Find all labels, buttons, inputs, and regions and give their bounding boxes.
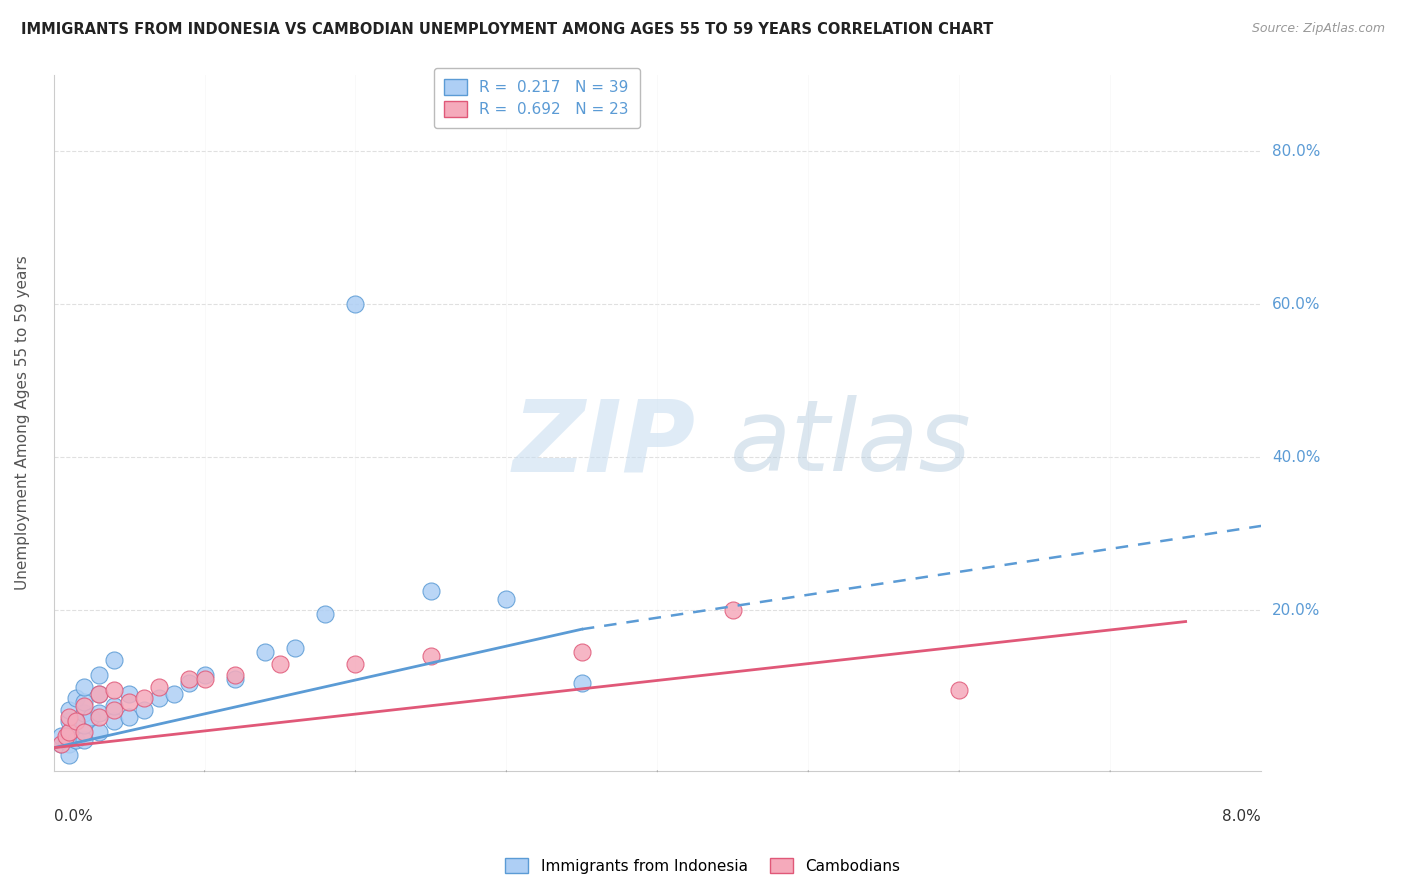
Point bbox=[253, 645, 276, 659]
Point bbox=[495, 591, 517, 606]
Point bbox=[344, 297, 367, 311]
Point bbox=[65, 714, 87, 728]
Point bbox=[58, 710, 80, 724]
Point bbox=[65, 691, 87, 706]
Point bbox=[55, 733, 77, 747]
Point bbox=[179, 672, 201, 686]
Point bbox=[163, 687, 186, 701]
Text: Source: ZipAtlas.com: Source: ZipAtlas.com bbox=[1251, 22, 1385, 36]
Point bbox=[269, 657, 291, 671]
Point bbox=[721, 603, 744, 617]
Point bbox=[284, 641, 307, 656]
Text: 80.0%: 80.0% bbox=[1272, 144, 1320, 159]
Point bbox=[118, 710, 141, 724]
Point bbox=[118, 695, 141, 709]
Point bbox=[420, 648, 443, 663]
Point bbox=[224, 672, 246, 686]
Text: 60.0%: 60.0% bbox=[1272, 297, 1320, 311]
Point bbox=[58, 725, 80, 739]
Point bbox=[73, 680, 96, 694]
Point bbox=[87, 668, 110, 682]
Y-axis label: Unemployment Among Ages 55 to 59 years: Unemployment Among Ages 55 to 59 years bbox=[15, 255, 30, 590]
Point bbox=[571, 645, 593, 659]
Point bbox=[103, 653, 125, 667]
Point bbox=[58, 702, 80, 716]
Point bbox=[65, 714, 87, 728]
Point bbox=[87, 687, 110, 701]
Point bbox=[49, 737, 72, 751]
Point bbox=[134, 691, 156, 706]
Point bbox=[344, 657, 367, 671]
Point bbox=[148, 680, 170, 694]
Text: 8.0%: 8.0% bbox=[1222, 809, 1261, 824]
Point bbox=[179, 675, 201, 690]
Point bbox=[193, 672, 215, 686]
Point bbox=[87, 706, 110, 721]
Point bbox=[134, 702, 156, 716]
Point bbox=[224, 668, 246, 682]
Point bbox=[65, 733, 87, 747]
Point bbox=[58, 748, 80, 763]
Point bbox=[58, 725, 80, 739]
Point bbox=[314, 607, 336, 621]
Legend: R =  0.217   N = 39, R =  0.692   N = 23: R = 0.217 N = 39, R = 0.692 N = 23 bbox=[433, 69, 640, 128]
Point bbox=[73, 695, 96, 709]
Text: 20.0%: 20.0% bbox=[1272, 603, 1320, 617]
Point bbox=[87, 710, 110, 724]
Point bbox=[948, 683, 970, 698]
Point bbox=[193, 668, 215, 682]
Point bbox=[49, 737, 72, 751]
Point bbox=[118, 687, 141, 701]
Text: atlas: atlas bbox=[730, 395, 972, 492]
Point bbox=[103, 683, 125, 698]
Point bbox=[87, 725, 110, 739]
Point bbox=[148, 691, 170, 706]
Point bbox=[73, 698, 96, 713]
Text: 40.0%: 40.0% bbox=[1272, 450, 1320, 465]
Point bbox=[420, 583, 443, 598]
Point bbox=[87, 687, 110, 701]
Point bbox=[571, 675, 593, 690]
Point bbox=[80, 710, 103, 724]
Point bbox=[58, 737, 80, 751]
Text: 0.0%: 0.0% bbox=[53, 809, 93, 824]
Point bbox=[49, 729, 72, 743]
Point bbox=[58, 714, 80, 728]
Text: IMMIGRANTS FROM INDONESIA VS CAMBODIAN UNEMPLOYMENT AMONG AGES 55 TO 59 YEARS CO: IMMIGRANTS FROM INDONESIA VS CAMBODIAN U… bbox=[21, 22, 994, 37]
Point bbox=[73, 725, 96, 739]
Legend: Immigrants from Indonesia, Cambodians: Immigrants from Indonesia, Cambodians bbox=[499, 852, 907, 880]
Point bbox=[73, 718, 96, 732]
Point bbox=[103, 714, 125, 728]
Point bbox=[73, 733, 96, 747]
Text: ZIP: ZIP bbox=[512, 395, 696, 492]
Point bbox=[103, 702, 125, 716]
Point bbox=[103, 698, 125, 713]
Point bbox=[73, 706, 96, 721]
Point bbox=[55, 729, 77, 743]
